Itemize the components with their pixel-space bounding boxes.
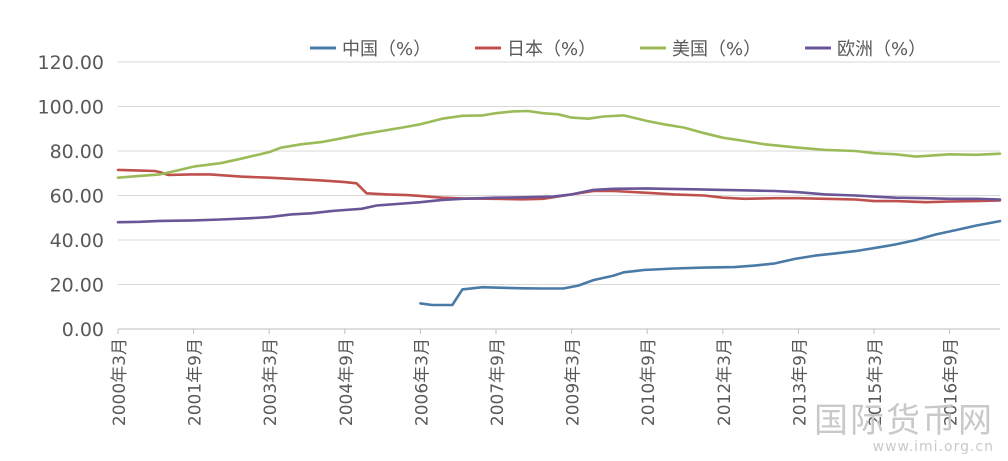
y-tick-label: 80.00 bbox=[50, 141, 104, 163]
x-tick-label: 2004年9月 bbox=[337, 338, 357, 426]
x-tick-label: 2006年3月 bbox=[412, 338, 432, 426]
legend-label: 日本（%） bbox=[507, 39, 596, 60]
x-tick-label: 2012年3月 bbox=[715, 338, 735, 426]
series-line bbox=[419, 219, 1002, 307]
x-tick-label: 2003年3月 bbox=[261, 338, 281, 426]
legend-label: 欧洲（%） bbox=[837, 39, 926, 60]
x-tick-label: 2009年3月 bbox=[564, 338, 584, 426]
x-tick-label: 2010年9月 bbox=[639, 338, 659, 426]
y-tick-label: 0.00 bbox=[62, 319, 104, 341]
series-line bbox=[116, 187, 1002, 224]
series-line bbox=[116, 109, 1002, 179]
watermark: 国际货币网 www.imi.org.cn bbox=[814, 403, 994, 455]
series-line bbox=[116, 168, 1002, 204]
x-tick-label: 2000年3月 bbox=[110, 338, 130, 426]
x-tick-label: 2015年3月 bbox=[866, 338, 886, 426]
y-tick-label: 120.00 bbox=[38, 52, 104, 74]
legend-label: 中国（%） bbox=[342, 39, 431, 60]
y-axis-ticks: 0.00 20.00 40.00 60.00 80.00 100.00 120.00 bbox=[38, 52, 104, 341]
x-axis: 2000年3月 2001年9月 2003年3月 2004年9月 2006年3月 2007年… bbox=[110, 329, 962, 426]
y-tick-label: 20.00 bbox=[50, 275, 104, 297]
y-tick-label: 60.00 bbox=[50, 186, 104, 208]
y-tick-label: 100.00 bbox=[38, 97, 104, 119]
legend-label: 美国（%） bbox=[672, 39, 761, 60]
x-tick-label: 2007年9月 bbox=[488, 338, 508, 426]
series-lines bbox=[116, 109, 1002, 307]
y-tick-label: 40.00 bbox=[50, 230, 104, 252]
x-tick-label: 2001年9月 bbox=[186, 338, 206, 426]
x-tick-label: 2016年9月 bbox=[942, 338, 962, 426]
x-tick-label: 2013年9月 bbox=[790, 338, 810, 426]
watermark-url: www.imi.org.cn bbox=[872, 439, 994, 455]
gridlines bbox=[118, 61, 1000, 330]
watermark-logo: 国际货币网 bbox=[814, 401, 994, 441]
legend: 中国（%） 日本（%） 美国（%） 欧洲（%） bbox=[310, 39, 926, 60]
